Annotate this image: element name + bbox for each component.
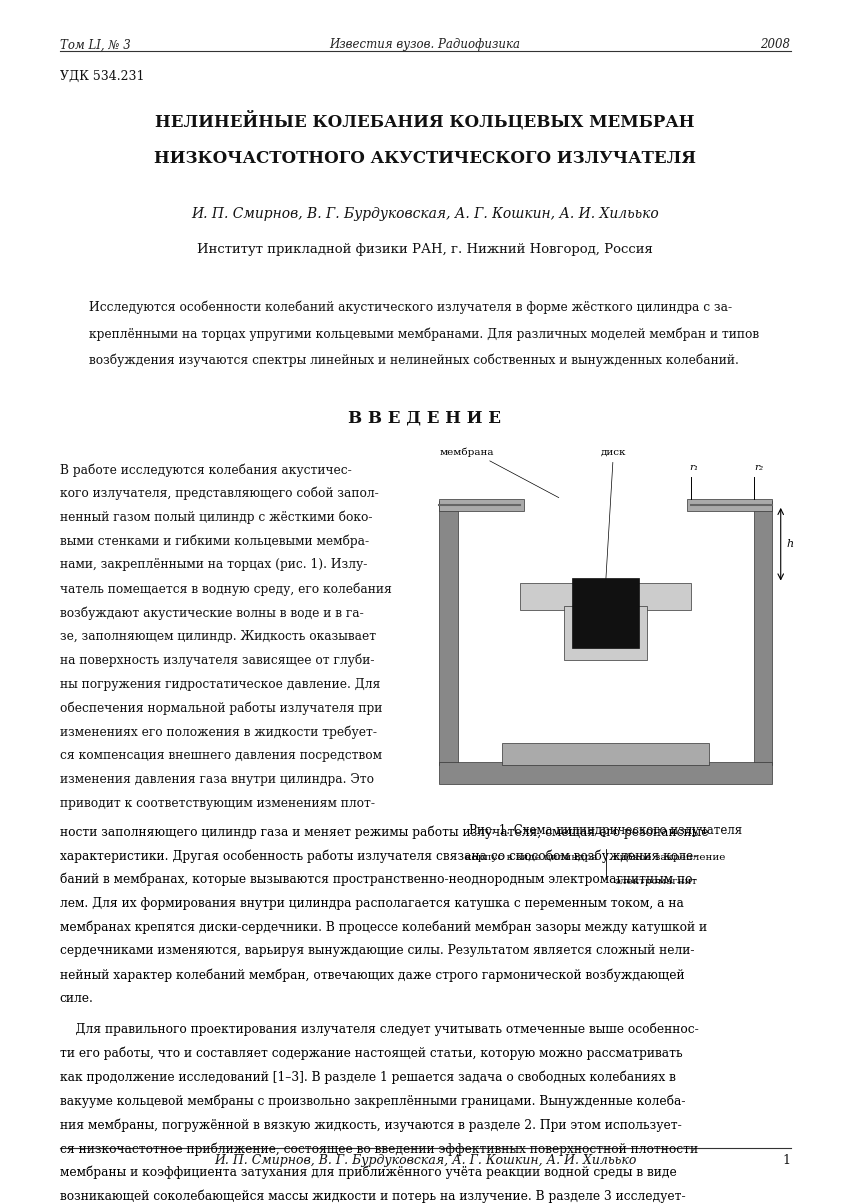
Text: нами, закреплёнными на торцах (рис. 1). Излу-: нами, закреплёнными на торцах (рис. 1). …	[60, 558, 367, 571]
Bar	[754, 502, 773, 765]
Bar	[457, 511, 754, 765]
Text: обеспечения нормальной работы излучателя при: обеспечения нормальной работы излучателя…	[60, 701, 382, 715]
Text: электромагнит: электромагнит	[614, 877, 697, 885]
Text: h: h	[787, 539, 794, 550]
Text: ны погружения гидростатическое давление. Для: ны погружения гидростатическое давление.…	[60, 677, 380, 691]
Text: НИЗКОЧАСТОТНОГО АКУСТИЧЕСКОГО ИЗЛУЧАТЕЛЯ: НИЗКОЧАСТОТНОГО АКУСТИЧЕСКОГО ИЗЛУЧАТЕЛЯ	[154, 150, 696, 167]
Text: УДК 534.231: УДК 534.231	[60, 70, 144, 83]
Text: как продолжение исследований [1–3]. В разделе 1 решается задача о свободных коле: как продолжение исследований [1–3]. В ра…	[60, 1071, 676, 1084]
Text: сердечниками изменяются, варьируя вынуждающие силы. Результатом является сложный: сердечниками изменяются, варьируя вынужд…	[60, 944, 694, 958]
Text: НЕЛИНЕЙНЫЕ КОЛЕБАНИЯ КОЛЬЦЕВЫХ МЕМБРАН: НЕЛИНЕЙНЫЕ КОЛЕБАНИЯ КОЛЬЦЕВЫХ МЕМБРАН	[156, 111, 694, 130]
Text: гибкое закрепление: гибкое закрепление	[614, 853, 726, 863]
Bar	[572, 579, 639, 648]
Bar	[439, 499, 524, 511]
Text: возникающей соколебающейся массы жидкости и потерь на излучение. В разделе 3 исс: возникающей соколебающейся массы жидкост…	[60, 1190, 685, 1203]
Text: на поверхность излучателя зависящее от глуби-: на поверхность излучателя зависящее от г…	[60, 653, 374, 668]
Text: r₂: r₂	[754, 463, 763, 473]
Text: ся низкочастотное приближение, состоящее во введении эффективных поверхностной п: ся низкочастотное приближение, состоящее…	[60, 1142, 698, 1156]
Text: диск: диск	[600, 449, 626, 457]
Text: ненный газом полый цилиндр с жёсткими боко-: ненный газом полый цилиндр с жёсткими бо…	[60, 511, 372, 525]
Text: баний в мембранах, которые вызываются пространственно-неоднородным электромагнит: баний в мембранах, которые вызываются пр…	[60, 873, 696, 887]
Bar	[564, 606, 647, 660]
Text: характеристики. Другая особенность работы излучателя связана со способом возбужд: характеристики. Другая особенность работ…	[60, 849, 697, 863]
Text: возбуждения изучаются спектры линейных и нелинейных собственных и вынужденных ко: возбуждения изучаются спектры линейных и…	[89, 354, 740, 367]
Text: ся компенсация внешнего давления посредством: ся компенсация внешнего давления посредс…	[60, 749, 382, 761]
Text: креплёнными на торцах упругими кольцевыми мембранами. Для различных моделей мемб: креплёнными на торцах упругими кольцевым…	[89, 327, 759, 340]
Text: выми стенками и гибкими кольцевыми мембра-: выми стенками и гибкими кольцевыми мембр…	[60, 534, 369, 549]
Text: Для правильного проектирования излучателя следует учитывать отмеченные выше особ: Для правильного проектирования излучател…	[60, 1023, 698, 1037]
Text: Известия вузов. Радиофизика: Известия вузов. Радиофизика	[330, 38, 520, 52]
Text: В В Е Д Е Н И Е: В В Е Д Е Н И Е	[348, 409, 502, 426]
Text: Рис. 1. Схема цилиндрического излучателя: Рис. 1. Схема цилиндрического излучателя	[469, 824, 742, 837]
Bar	[439, 502, 457, 765]
Text: изменениях его положения в жидкости требует-: изменениях его положения в жидкости треб…	[60, 725, 377, 739]
Text: мембрана: мембрана	[439, 448, 494, 457]
Text: ности заполняющего цилиндр газа и меняет режимы работы излучателя, смещая его ре: ности заполняющего цилиндр газа и меняет…	[60, 825, 708, 838]
Text: лем. Для их формирования внутри цилиндра располагается катушка с переменным токо: лем. Для их формирования внутри цилиндра…	[60, 896, 683, 909]
Text: 1: 1	[783, 1154, 790, 1167]
Bar	[687, 499, 773, 511]
Text: Том LI, № 3: Том LI, № 3	[60, 38, 130, 52]
Text: мембранах крепятся диски-сердечники. В процессе колебаний мембран зазоры между к: мембранах крепятся диски-сердечники. В п…	[60, 920, 706, 934]
Text: возбуждают акустические волны в воде и в га-: возбуждают акустические волны в воде и в…	[60, 606, 363, 620]
Text: нейный характер колебаний мембран, отвечающих даже строго гармонической возбужда: нейный характер колебаний мембран, отвеч…	[60, 968, 684, 982]
Text: силе.: силе.	[60, 992, 94, 1005]
Text: ния мембраны, погружённой в вязкую жидкость, изучаются в разделе 2. При этом исп: ния мембраны, погружённой в вязкую жидко…	[60, 1119, 681, 1132]
Text: В работе исследуются колебания акустичес-: В работе исследуются колебания акустичес…	[60, 463, 351, 476]
Text: ти его работы, что и составляет содержание настоящей статьи, которую можно рассм: ти его работы, что и составляет содержан…	[60, 1047, 682, 1060]
Text: 2008: 2008	[761, 38, 790, 52]
Text: зе, заполняющем цилиндр. Жидкость оказывает: зе, заполняющем цилиндр. Жидкость оказыв…	[60, 630, 376, 642]
Text: И. П. Смирнов, В. Г. Бурдуковская, А. Г. Кошкин, А. И. Хильько: И. П. Смирнов, В. Г. Бурдуковская, А. Г.…	[214, 1154, 636, 1167]
Text: корпус в виде цилиндра: корпус в виде цилиндра	[465, 853, 597, 861]
Bar	[520, 583, 691, 610]
Text: приводит к соответствующим изменениям плот-: приводит к соответствующим изменениям пл…	[60, 796, 375, 810]
Text: Исследуются особенности колебаний акустического излучателя в форме жёсткого цили: Исследуются особенности колебаний акусти…	[89, 301, 733, 314]
Text: Институт прикладной физики РАН, г. Нижний Новгород, Россия: Институт прикладной физики РАН, г. Нижни…	[197, 243, 653, 256]
Text: чатель помещается в водную среду, его колебания: чатель помещается в водную среду, его ко…	[60, 582, 391, 595]
Text: вакууме кольцевой мембраны с произвольно закреплёнными границами. Вынужденные ко: вакууме кольцевой мембраны с произвольно…	[60, 1095, 685, 1108]
Text: изменения давления газа внутри цилиндра. Это: изменения давления газа внутри цилиндра.…	[60, 772, 373, 786]
Text: кого излучателя, представляющего собой запол-: кого излучателя, представляющего собой з…	[60, 487, 378, 500]
Text: r₁: r₁	[689, 463, 699, 473]
Bar	[439, 763, 773, 784]
Bar	[502, 743, 709, 765]
Text: И. П. Смирнов, В. Г. Бурдуковская, А. Г. Кошкин, А. И. Хильько: И. П. Смирнов, В. Г. Бурдуковская, А. Г.…	[191, 207, 659, 221]
Text: мембраны и коэффициента затухания для приближённого учёта реакции водной среды в: мембраны и коэффициента затухания для пр…	[60, 1166, 677, 1179]
